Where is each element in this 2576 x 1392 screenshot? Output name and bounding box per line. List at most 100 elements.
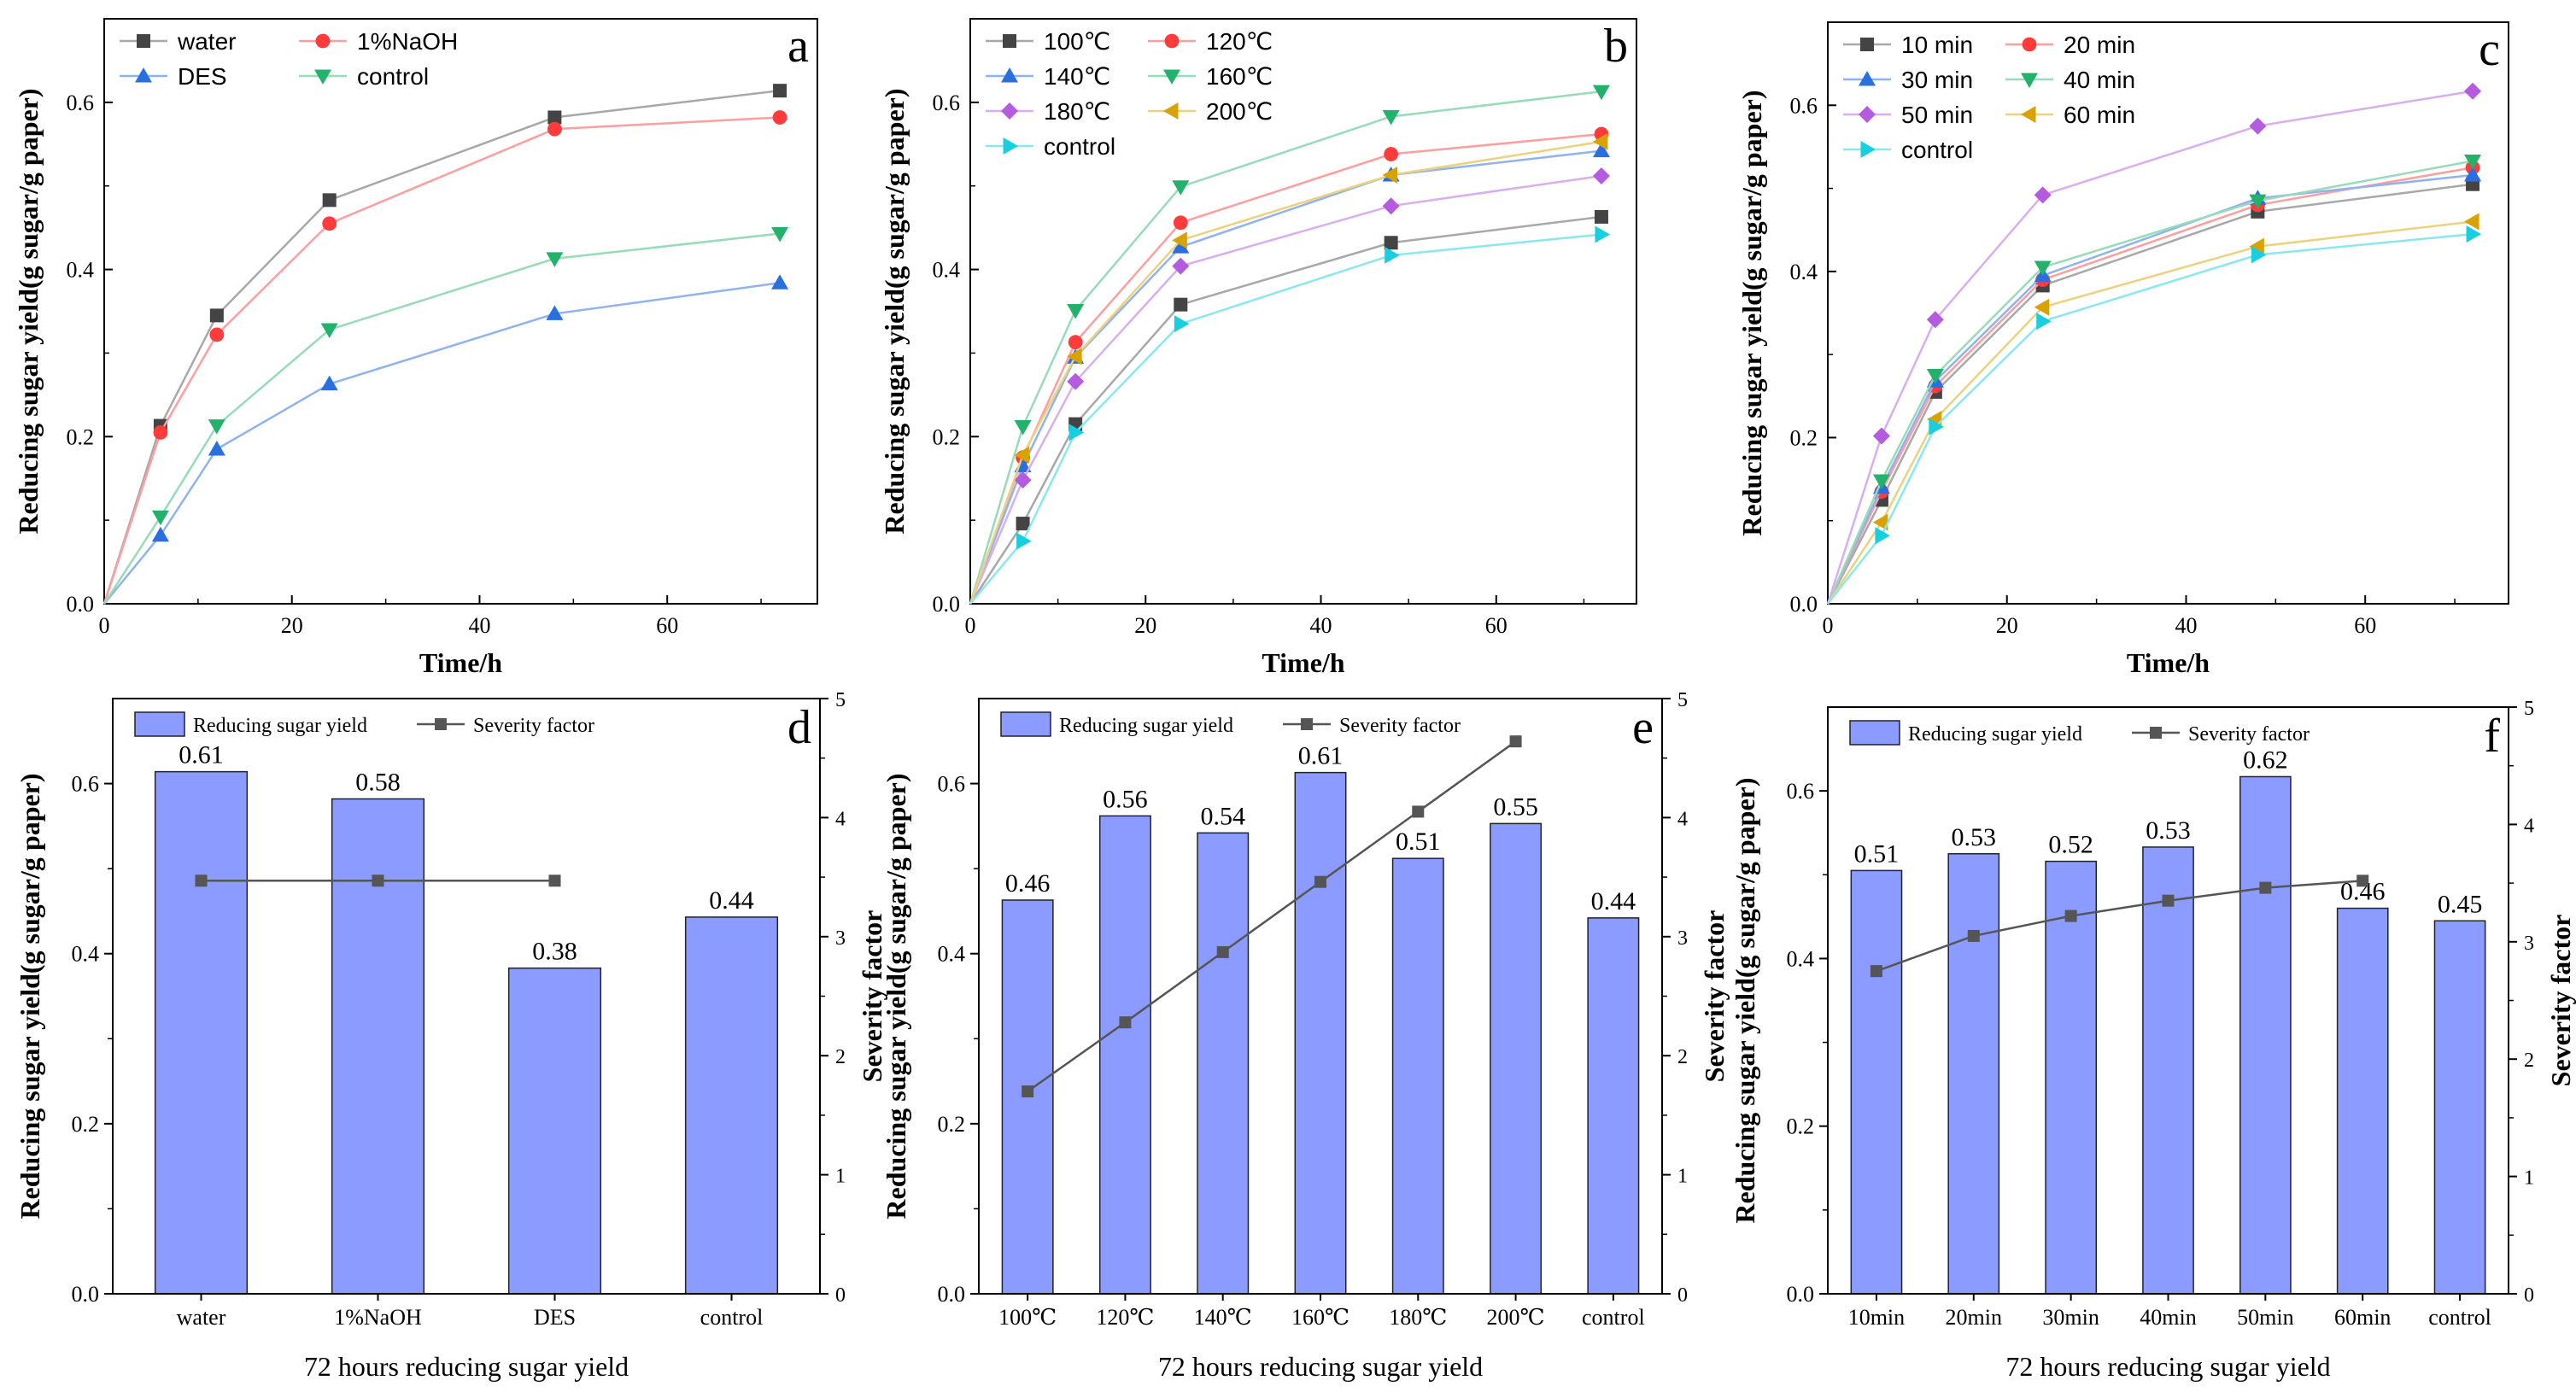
series-control [102,226,789,605]
legend: water 1%NaOH DES control [120,28,458,90]
data-point [1174,315,1190,333]
bar-value-label: 0.56 [1103,785,1148,813]
x-tick-label: 0 [99,613,110,638]
data-point [773,84,787,98]
legend-label: 50 min [1901,102,1973,128]
bar-control [1587,917,1640,1295]
severity-point [195,874,208,887]
legend-swatch-bar [1849,720,1900,746]
legend-label: Severity factor [2188,723,2310,746]
legend-label: Reducing sugar yield [193,715,367,737]
data-point [1929,418,1944,436]
x-tick-label: 20min [1946,1305,2002,1330]
y2-tick-label: 5 [1677,689,1688,711]
legend-label: 1%NaOH [357,28,458,55]
data-point [1382,109,1400,126]
bar-value-label: 0.53 [1952,823,1997,851]
series-200℃ [969,132,1608,605]
data-point [153,424,168,440]
severity-point [372,874,384,887]
data-point [320,323,338,339]
x-tick-label: 160℃ [1291,1305,1349,1330]
data-point [1592,85,1610,101]
y2-tick-label: 3 [1677,927,1688,950]
y2-tick-label: 0 [835,1284,846,1307]
legend-swatch-bar [1000,711,1051,737]
severity-point [1119,1016,1132,1029]
legend-label: Reducing sugar yield [1908,723,2082,746]
panel-b: 0.0 0.2 0.4 0.6 0 20 40 60 Time/h Reducing sugar … [879,18,1637,678]
data-point [2249,194,2267,210]
bar-1%NaOH [331,798,425,1295]
x-tick-label: 100℃ [998,1305,1057,1330]
y-tick-label: 0.4 [72,942,100,967]
data-point [546,305,564,320]
y-tick-label: 0.4 [67,258,95,283]
legend-marker [1001,102,1018,120]
bar-control [684,916,779,1295]
data-point [1385,246,1400,264]
x-tick-label: 20 [1134,613,1156,638]
data-point [151,510,169,526]
y-tick-label: 0.6 [67,91,95,115]
y-axis-label: Reducing sugar yield(g sugar/g paper) [15,773,45,1219]
y-tick-label: 0.4 [933,258,961,283]
severity-point [1509,735,1522,748]
data-point [1067,348,1082,366]
series-40 min [1826,154,2482,605]
y-tick-label: 0.0 [72,1282,100,1307]
y-axis-label: Reducing sugar yield(g sugar/g paper) [881,773,911,1219]
legend-marker [1001,67,1018,83]
severity-point [1412,805,1425,818]
y2-axis-label: Severity factor [2545,915,2576,1087]
data-point [2249,237,2264,255]
bar-value-label: 0.44 [1591,887,1636,915]
x-axis-label: Time/h [2127,647,2210,678]
y-tick-label: 0.2 [67,424,95,449]
data-point [1384,147,1399,161]
y2-tick-label: 1 [1677,1166,1688,1188]
data-point [2251,246,2267,264]
legend-marker [1163,69,1180,85]
legend-label: 40 min [2064,67,2135,93]
bar-20min [1947,853,2000,1295]
data-point [151,526,169,542]
legend-marker [1003,137,1018,155]
y2-tick-label: 1 [835,1166,846,1188]
legend-label: Severity factor [473,715,594,737]
series-line [969,174,1602,605]
legend-label: 160℃ [1206,63,1273,90]
bar-water [154,770,249,1295]
y-tick-label: 0.0 [933,592,961,617]
data-point [1067,372,1085,390]
y-tick-label: 0.6 [72,772,100,797]
data-point [772,110,787,125]
y2-tick-label: 4 [2524,815,2534,837]
x-tick-label: 50min [2237,1305,2293,1330]
series-line [1827,232,2474,605]
x-tick-label: 20 [1996,613,2018,638]
series-140℃ [969,142,1610,605]
y2-tick-label: 5 [2524,698,2534,720]
y2-tick-label: 4 [1677,808,1688,830]
series-line [969,132,1602,605]
legend-label: Reducing sugar yield [1059,715,1233,737]
data-point [1172,257,1190,275]
data-point [322,193,337,208]
panel-f: 0.510.53 0.520.530.620.46 0.450.00.20.40.6… [1730,698,2576,1382]
data-point [2464,167,2482,182]
y2-tick-label: 2 [1677,1046,1688,1068]
series-line [1826,90,2474,605]
data-point [1592,132,1608,150]
legend-label: water [177,28,236,55]
data-point [2466,225,2482,243]
legend-label: Severity factor [1339,715,1461,737]
y2-axis-label: Severity factor [857,910,887,1083]
data-point [1875,527,1890,545]
x-tick-label: 0 [1823,613,1834,638]
x-tick-label: 30min [2042,1305,2099,1330]
data-point [1872,513,1888,531]
bar-value-label: 0.52 [2048,831,2093,859]
series-line [102,116,781,605]
legend-marker [135,67,152,83]
